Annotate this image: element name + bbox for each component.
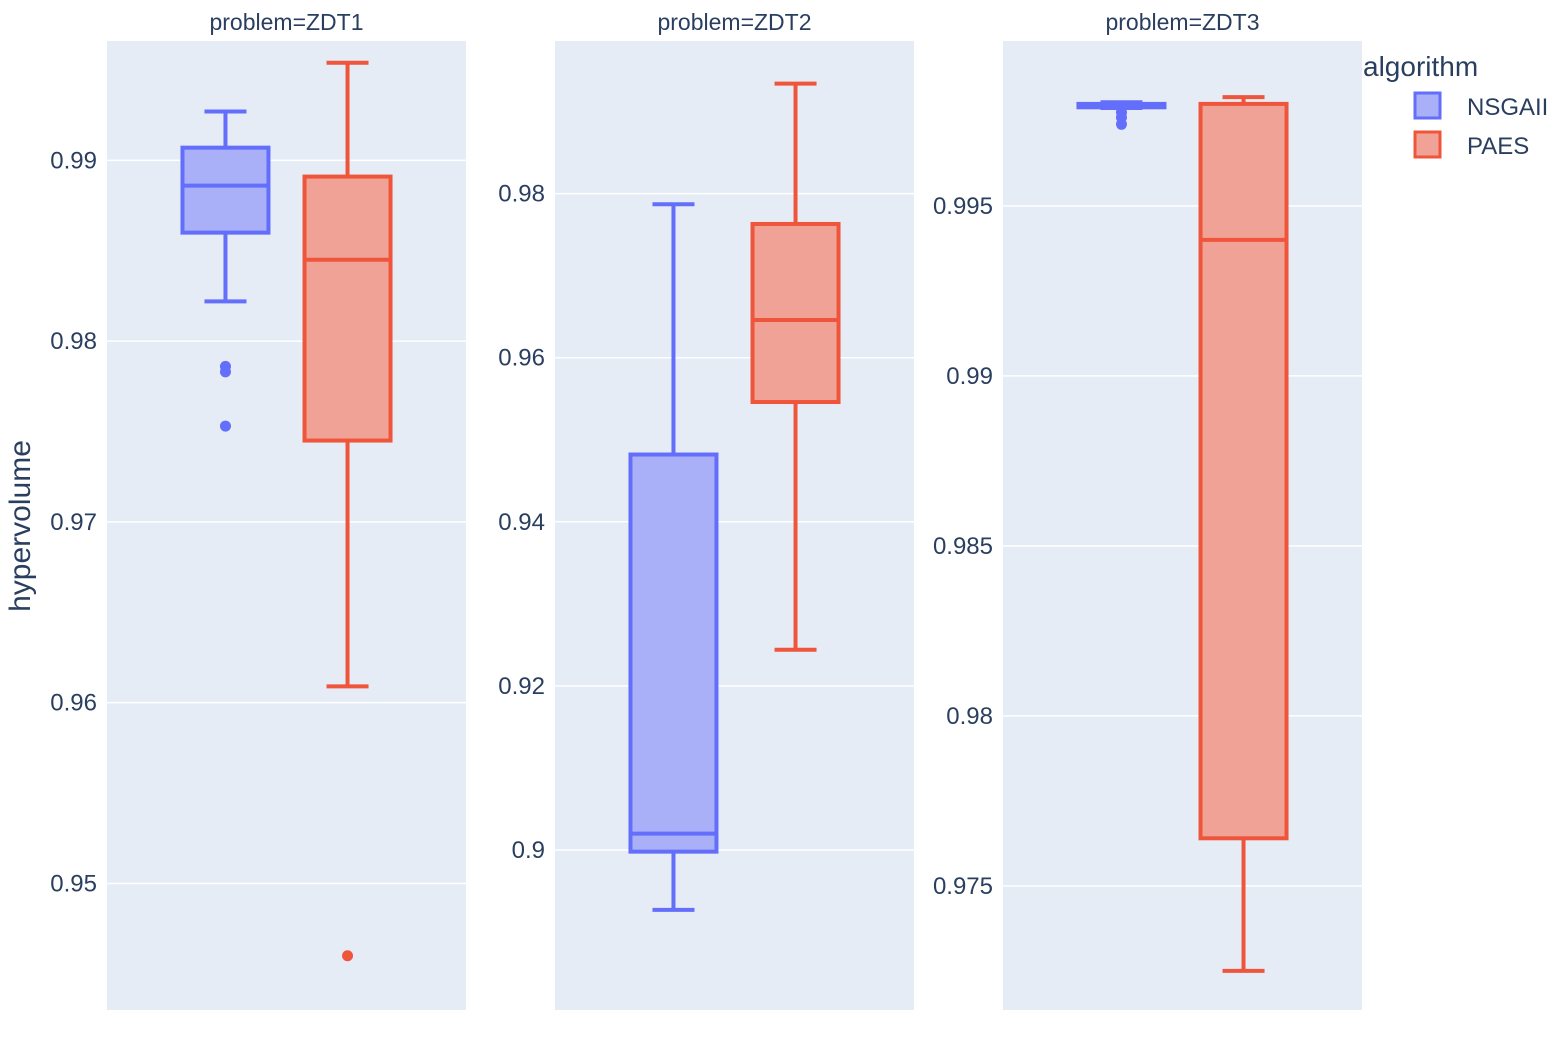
panel-title: problem=ZDT3 — [1105, 9, 1259, 35]
plot-background — [555, 41, 914, 1010]
plot-background — [1003, 41, 1362, 1010]
y-tick-label: 0.95 — [50, 870, 97, 897]
panel-title: problem=ZDT1 — [209, 9, 363, 35]
outlier-point — [342, 950, 354, 962]
y-tick-label: 0.94 — [498, 509, 545, 536]
legend-swatch-paes — [1413, 130, 1442, 159]
legend-label-paes: PAES — [1467, 133, 1529, 160]
plot-background — [107, 41, 466, 1010]
outlier-point — [219, 420, 231, 432]
box-body — [1198, 101, 1289, 841]
y-tick-label: 0.98 — [498, 181, 545, 208]
facet-panel-1: 0.95 0.96 0.97 0.98 0.99 problem=ZDT1 — [50, 9, 466, 1010]
y-tick-label: 0.985 — [933, 533, 993, 560]
box-body — [302, 174, 393, 443]
y-tick-label: 0.92 — [498, 673, 545, 700]
box-paes — [302, 60, 393, 962]
legend-swatch-nsgaii — [1413, 91, 1442, 120]
facet-panels: 0.950.960.970.980.99problem=ZDT10.90.920… — [50, 9, 1362, 1010]
legend-title: algorithm — [1363, 51, 1478, 82]
facet-panel-2: 0.9 0.92 0.94 0.96 0.98 problem=ZDT2 — [498, 9, 914, 1010]
y-tick-label: 0.99 — [946, 363, 993, 390]
y-tick-label: 0.97 — [50, 509, 97, 536]
box-nsgaii — [1076, 100, 1167, 130]
panel-title: problem=ZDT2 — [657, 9, 811, 35]
y-tick-label: 0.98 — [50, 328, 97, 355]
y-tick-label: 0.99 — [50, 147, 97, 174]
legend-item-nsgaii[interactable]: NSGAII — [1413, 91, 1548, 121]
box-body — [628, 452, 719, 854]
box-paes — [750, 81, 841, 652]
y-tick-label: 0.975 — [933, 873, 993, 900]
y-tick-label: 0.995 — [933, 193, 993, 220]
y-tick-label: 0.98 — [946, 703, 993, 730]
outlier-point — [1115, 118, 1127, 130]
legend-label-nsgaii: NSGAII — [1467, 94, 1548, 121]
y-tick-label: 0.96 — [50, 690, 97, 717]
box-paes — [1198, 95, 1289, 973]
box-nsgaii — [628, 202, 719, 912]
y-axis-title: hypervolume — [4, 440, 37, 612]
facet-panel-3: 0.975 0.98 0.985 0.99 0.995 problem=ZDT3 — [933, 9, 1362, 1010]
y-tick-label: 0.9 — [512, 837, 545, 864]
outlier-point — [219, 366, 231, 378]
legend[interactable]: algorithm NSGAII PAES — [1363, 51, 1548, 160]
box-body — [750, 221, 841, 405]
box-body — [180, 145, 271, 235]
legend-item-paes[interactable]: PAES — [1413, 130, 1529, 160]
y-tick-label: 0.96 — [498, 345, 545, 372]
box-nsgaii — [180, 109, 271, 432]
